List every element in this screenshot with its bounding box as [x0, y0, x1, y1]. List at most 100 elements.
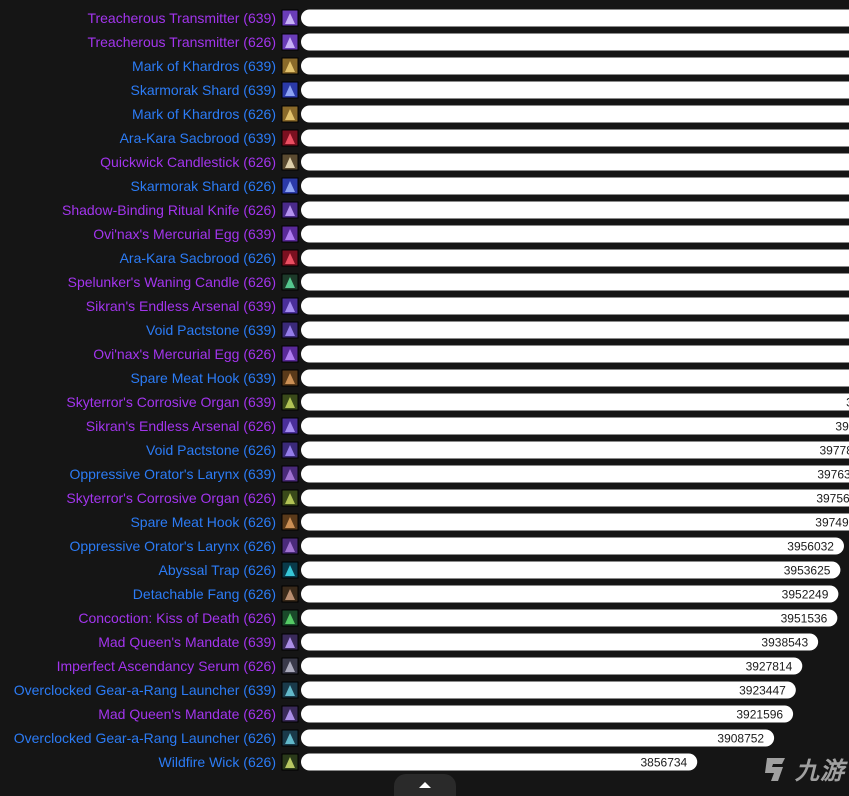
value-bar: [301, 369, 849, 387]
value-bar: [301, 561, 841, 579]
value-bar: [301, 537, 844, 555]
value-bar: [301, 33, 849, 51]
purple-arsenal-icon: [281, 297, 299, 315]
item-label: Overclocked Gear-a-Rang Launcher (639): [14, 682, 276, 698]
chevron-up-icon: [419, 782, 431, 788]
item-label: Ovi'nax's Mercurial Egg (626): [93, 346, 276, 362]
value-label: 3956032: [787, 540, 834, 554]
gear-launcher-icon: [281, 729, 299, 747]
item-label: Ovi'nax's Mercurial Egg (639): [93, 226, 276, 242]
item-label: Ara-Kara Sacbrood (626): [120, 250, 276, 266]
value-label: 3995822: [846, 396, 849, 410]
item-label: Void Pactstone (626): [146, 442, 276, 458]
item-label: Mad Queen's Mandate (639): [98, 634, 276, 650]
meat-hook-icon: [281, 369, 299, 387]
larynx-icon: [281, 465, 299, 483]
item-label: Treacherous Transmitter (626): [87, 34, 276, 50]
purple-sigil-icon: [281, 33, 299, 51]
value-label: 3974977: [815, 516, 849, 530]
value-bar: [301, 417, 849, 435]
item-label: Void Pactstone (639): [146, 322, 276, 338]
item-label: Mad Queen's Mandate (626): [98, 706, 276, 722]
meat-hook-icon: [281, 513, 299, 531]
candle-icon: [281, 153, 299, 171]
abyssal-trap-icon: [281, 561, 299, 579]
item-label: Overclocked Gear-a-Rang Launcher (626): [14, 730, 276, 746]
item-label: Mark of Khardros (639): [132, 58, 276, 74]
value-bar: [301, 657, 803, 675]
item-label: Abyssal Trap (626): [159, 562, 277, 578]
value-bar: [301, 177, 849, 195]
value-label: 3988601: [835, 420, 849, 434]
item-label: Concoction: Kiss of Death (626): [78, 610, 276, 626]
value-bar: [301, 729, 775, 747]
value-bar: [301, 273, 849, 291]
item-label: Detachable Fang (626): [133, 586, 276, 602]
value-bar: [301, 393, 849, 411]
item-label: Sikran's Endless Arsenal (639): [86, 298, 276, 314]
scroll-to-top-button[interactable]: [394, 774, 456, 796]
blue-crystal-icon: [281, 177, 299, 195]
value-bar: [301, 681, 796, 699]
mandate-icon: [281, 705, 299, 723]
value-bar: [301, 81, 849, 99]
item-label: Skarmorak Shard (626): [130, 178, 276, 194]
value-label: 3951536: [781, 612, 828, 626]
purple-egg-icon: [281, 225, 299, 243]
mandate-icon: [281, 633, 299, 651]
value-label: 3977837: [820, 444, 849, 458]
value-bar: [301, 441, 849, 459]
corrosive-organ-icon: [281, 489, 299, 507]
item-label: Spelunker's Waning Candle (626): [68, 274, 276, 290]
corrosive-organ-icon: [281, 393, 299, 411]
green-candle-icon: [281, 273, 299, 291]
value-bar: [301, 249, 849, 267]
watermark-text: 九游: [795, 757, 845, 785]
void-stone-icon: [281, 321, 299, 339]
fang-icon: [281, 585, 299, 603]
item-label: Spare Meat Hook (626): [130, 514, 276, 530]
value-bar: [301, 705, 794, 723]
value-label: 3953625: [784, 564, 831, 578]
value-bar: [301, 609, 838, 627]
serum-icon: [281, 657, 299, 675]
item-label: Spare Meat Hook (639): [130, 370, 276, 386]
green-potion-icon: [281, 609, 299, 627]
value-label: 3923447: [739, 684, 786, 698]
value-bar: [301, 345, 849, 363]
value-bar: [301, 633, 819, 651]
item-label: Sikran's Endless Arsenal (626): [86, 418, 276, 434]
purple-sigil-icon: [281, 9, 299, 27]
value-label: 3908752: [717, 732, 764, 746]
value-bar: [301, 57, 849, 75]
value-label: 3927814: [746, 660, 793, 674]
item-label: Skyterror's Corrosive Organ (626): [66, 490, 276, 506]
value-bar: [301, 297, 849, 315]
item-label: Shadow-Binding Ritual Knife (626): [62, 202, 276, 218]
value-label: 3921596: [736, 708, 783, 722]
value-bar: [301, 513, 849, 531]
void-stone-icon: [281, 441, 299, 459]
red-sac-icon: [281, 249, 299, 267]
value-label: 3938543: [761, 636, 808, 650]
item-label: Quickwick Candlestick (626): [100, 154, 276, 170]
item-label: Wildfire Wick (626): [159, 754, 276, 770]
value-bar: [301, 585, 839, 603]
item-label: Skyterror's Corrosive Organ (639): [66, 394, 276, 410]
gold-ore-icon: [281, 105, 299, 123]
value-bar: [301, 753, 698, 771]
red-sac-icon: [281, 129, 299, 147]
value-bar: [301, 465, 849, 483]
item-label: Imperfect Ascendancy Serum (626): [57, 658, 276, 674]
value-bar: [301, 489, 849, 507]
gold-ore-icon: [281, 57, 299, 75]
value-bar: [301, 321, 849, 339]
larynx-icon: [281, 537, 299, 555]
nine-games-logo-icon: [765, 757, 785, 781]
item-label: Skarmorak Shard (639): [130, 82, 276, 98]
watermark-logo: 九游: [761, 751, 845, 786]
purple-egg-icon: [281, 345, 299, 363]
value-label: 3975684: [816, 492, 849, 506]
item-label: Oppressive Orator's Larynx (626): [69, 538, 276, 554]
